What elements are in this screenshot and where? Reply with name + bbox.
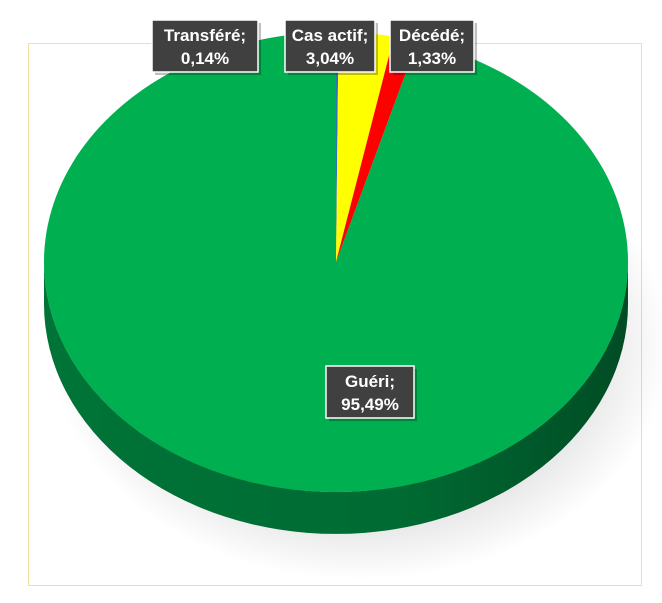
data-label-category: Transféré; <box>164 26 246 45</box>
pie-side-shade-gueri <box>44 262 628 534</box>
pie-sides <box>44 262 628 534</box>
data-label-gueri: Guéri; 95,49% <box>325 365 417 421</box>
data-label-category: Décédé; <box>399 26 465 45</box>
pie-slice-transfere <box>336 32 339 262</box>
data-label-cas-actif: Cas actif; 3,04% <box>284 19 378 75</box>
data-label-value: 1,33% <box>408 49 456 68</box>
pie-top <box>43 32 629 493</box>
data-label-transfere: Transféré; 0,14% <box>151 19 261 75</box>
pie-labels: Transféré; 0,14% Cas actif; 3,04% Décédé; 1,3… <box>151 19 477 421</box>
data-label-category: Guéri; <box>345 372 395 391</box>
data-label-value: 3,04% <box>306 49 354 68</box>
data-label-box <box>151 19 259 73</box>
pie-slice-cas-actif <box>336 32 394 263</box>
pie-slice-gueri <box>43 32 629 493</box>
pie-slice-decede <box>336 36 418 263</box>
data-label-box <box>325 365 415 419</box>
data-label-value: 0,14% <box>181 49 229 68</box>
data-label-decede: Décédé; 1,33% <box>389 19 477 75</box>
data-label-category: Cas actif; <box>292 26 369 45</box>
data-label-box <box>284 19 376 73</box>
data-label-box <box>389 19 475 73</box>
data-label-value: 95,49% <box>341 395 399 414</box>
